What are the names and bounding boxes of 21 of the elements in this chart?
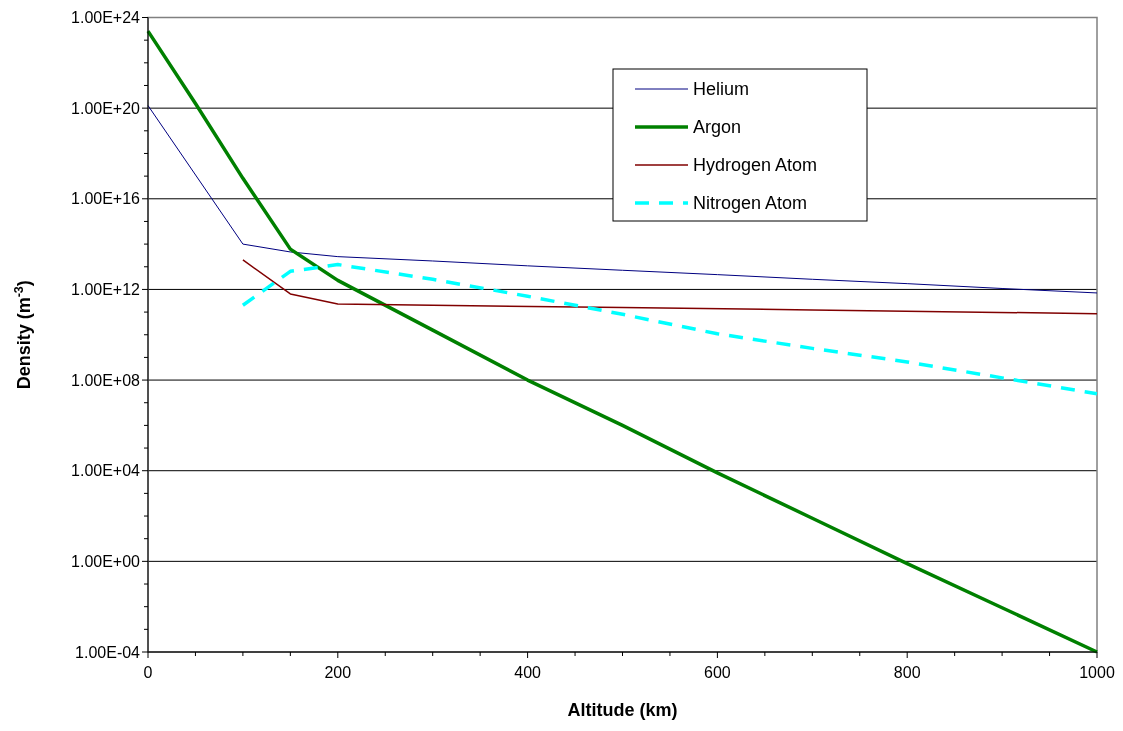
y-tick-label: 1.00E+08 [71,371,141,389]
y-tick-label: 1.00E-04 [75,643,141,661]
legend-label: Hydrogen Atom [693,155,818,176]
legend-label: Helium [693,79,750,100]
y-tick-label: 1.00E+12 [71,281,141,299]
y-tick-label: 1.00E+16 [71,190,141,208]
line-series [241,262,1099,396]
x-tick-label: 200 [324,664,352,681]
y-tick-label: 1.00E+04 [71,462,141,480]
x-axis-title: Altitude (km) [567,700,678,720]
x-tick-label: 0 [143,664,153,681]
x-tick-label: 800 [893,664,921,681]
legend-label: Argon [693,117,742,138]
legend-label: Nitrogen Atom [693,193,808,214]
y-tick-label: 1.00E+00 [71,552,141,570]
x-tick-label: 600 [704,664,731,681]
x-tick-label: 400 [514,664,542,681]
x-tick-label: 1000 [1079,664,1115,681]
line-series [242,259,1098,315]
y-tick-label: 1.00E+24 [71,9,141,27]
y-tick-label: 1.00E+20 [71,99,141,117]
